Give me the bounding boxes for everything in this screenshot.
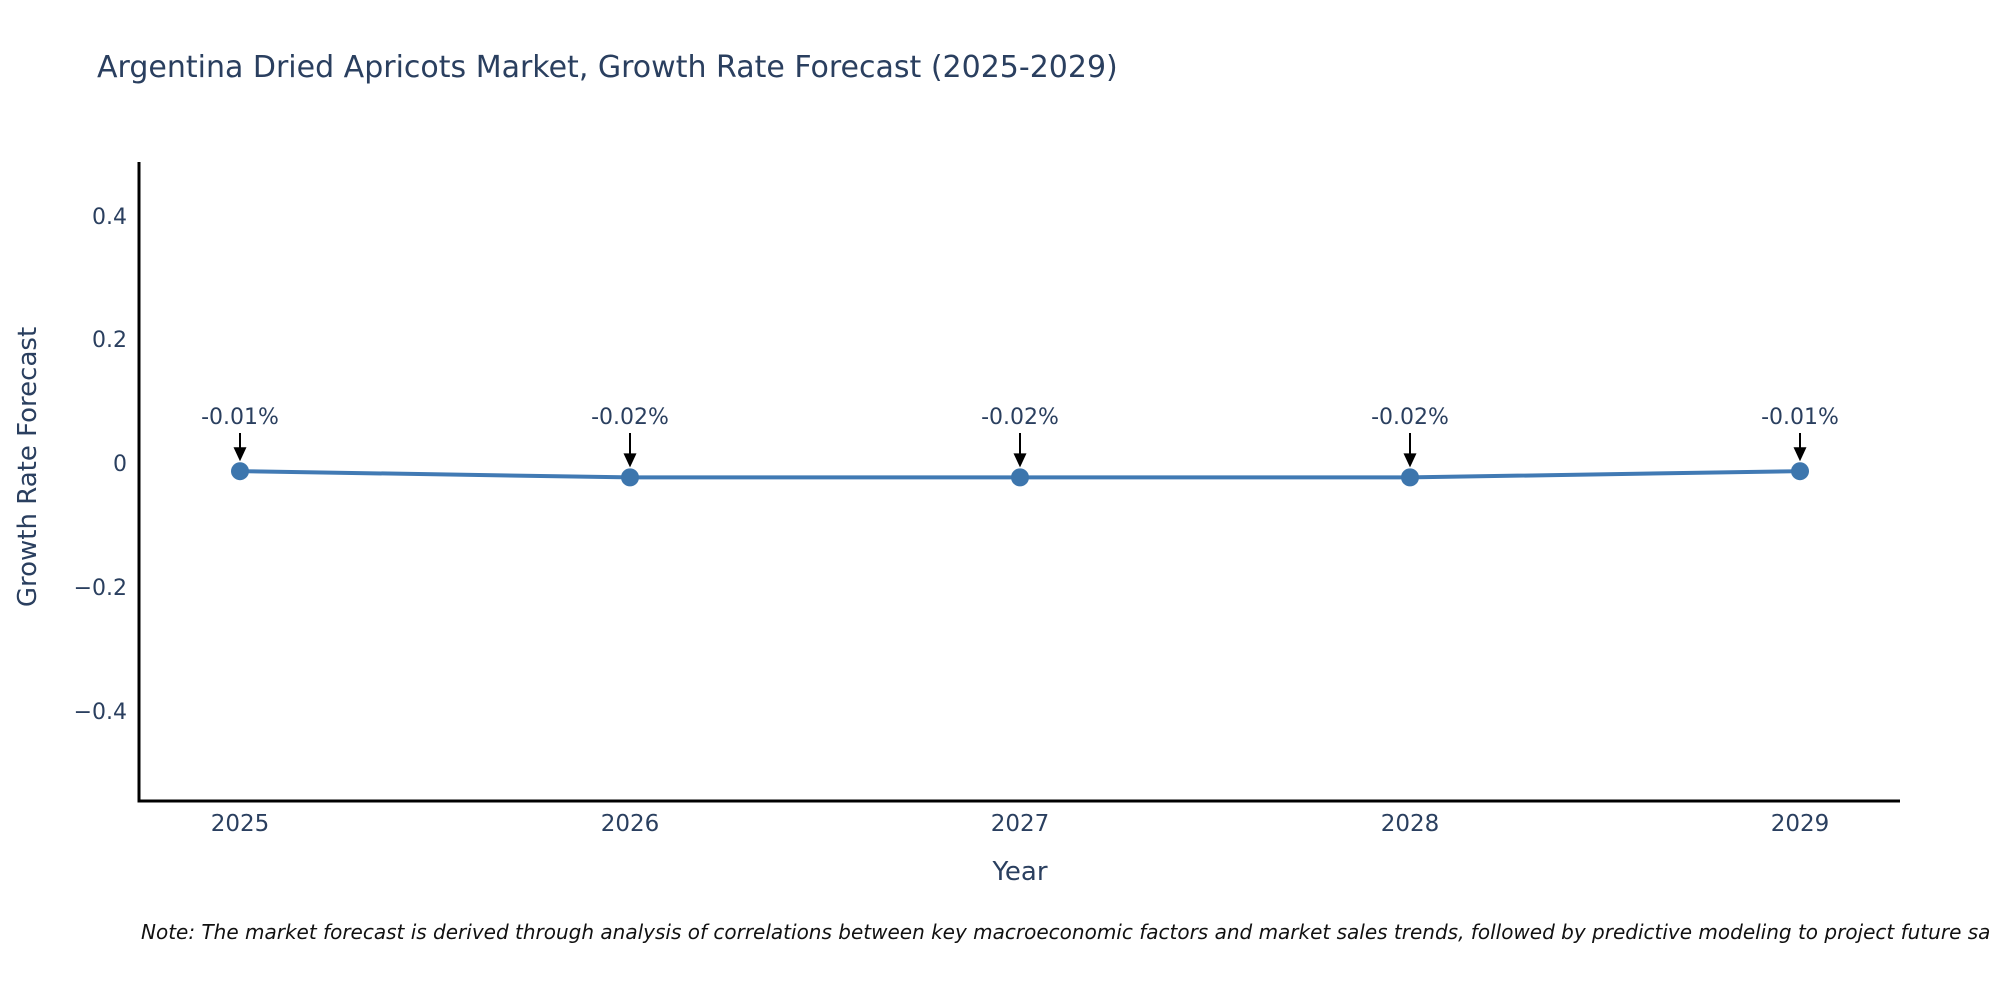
x-axis-title: Year	[992, 857, 1048, 887]
data-point-label: -0.01%	[1761, 405, 1839, 430]
y-tick-label: 0.2	[92, 328, 127, 354]
data-point-marker	[231, 462, 249, 481]
x-tick-label: 2026	[600, 811, 660, 837]
y-tick-label: −0.2	[73, 575, 127, 601]
x-tick-label: 2029	[1770, 811, 1830, 837]
axis-spines	[137, 162, 1900, 803]
annotation-arrowhead-icon	[1793, 447, 1807, 462]
chart-title: Argentina Dried Apricots Market, Growth …	[97, 50, 1118, 85]
x-tick-label: 2025	[210, 811, 270, 837]
annotation-arrowhead-icon	[623, 453, 637, 468]
y-tick-label: 0.4	[92, 204, 127, 230]
annotation-arrowhead-icon	[233, 447, 247, 462]
x-tick-label: 2028	[1380, 811, 1440, 837]
data-point-marker	[1401, 468, 1419, 487]
data-point-label: -0.02%	[981, 405, 1059, 430]
annotation-arrowhead-icon	[1403, 453, 1417, 468]
y-tick-label: −0.4	[73, 699, 127, 725]
data-point-label: -0.02%	[591, 405, 669, 430]
data-point-marker	[1011, 468, 1029, 487]
data-point-marker	[621, 468, 639, 487]
annotation-arrowhead-icon	[1013, 453, 1027, 468]
data-point-label: -0.02%	[1371, 405, 1449, 430]
x-tick-label: 2027	[990, 811, 1050, 837]
data-point-label: -0.01%	[201, 405, 279, 430]
data-point-marker	[1791, 462, 1809, 481]
y-tick-label: 0	[113, 452, 127, 477]
footnote: Note: The market forecast is derived thr…	[141, 920, 1991, 944]
